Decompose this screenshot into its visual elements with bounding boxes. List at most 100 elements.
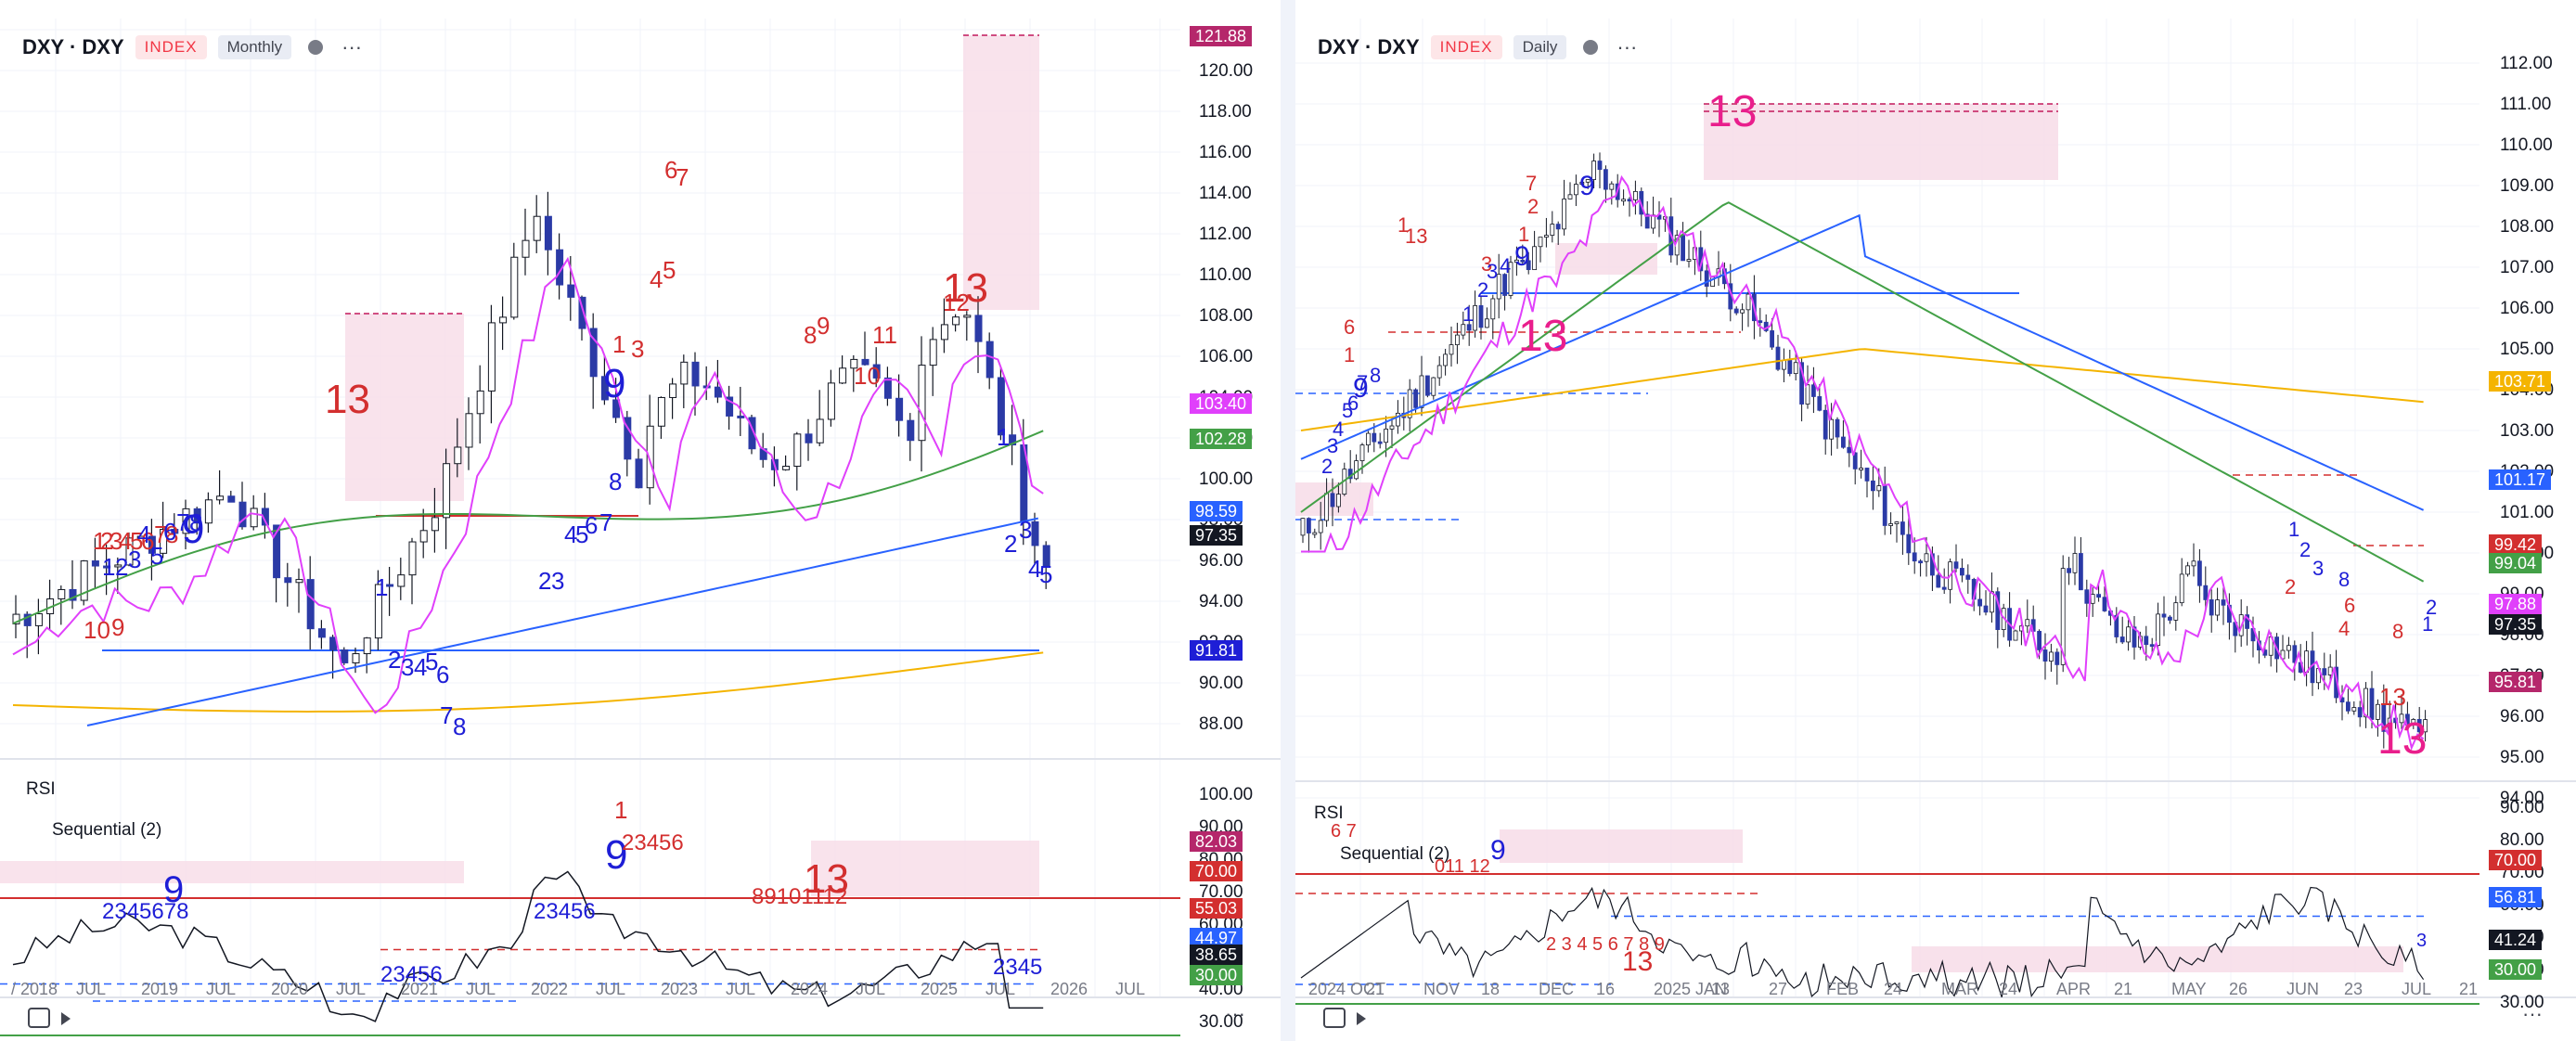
price-axis-label: 112.00	[1199, 225, 1252, 244]
timeline-more-icon[interactable]: ···	[1225, 1002, 1245, 1025]
td-setup-count: 10	[84, 616, 110, 644]
candle-body	[612, 399, 621, 418]
candle-body	[58, 588, 66, 599]
candle-body	[624, 417, 632, 460]
time-axis-label: 2021	[401, 980, 439, 998]
candle-body	[940, 324, 948, 341]
time-axis-label: JUL	[2402, 980, 2432, 998]
td-setup-count: 23456	[622, 830, 684, 855]
candle-body	[578, 296, 586, 329]
time-axis-label: 21	[2114, 980, 2133, 998]
td-setup-count: 6	[585, 511, 598, 539]
time-axis-label: APR	[2056, 980, 2092, 998]
time-axis-label: 13	[1711, 980, 1731, 998]
candle-body	[1543, 235, 1549, 238]
time-axis-label: 2023	[661, 980, 699, 998]
candle-body	[2376, 703, 2380, 720]
price-axis-label: 109.00	[2500, 176, 2555, 196]
candle-body	[2168, 616, 2172, 621]
candle-body	[522, 239, 530, 258]
candle-body	[160, 529, 168, 554]
candle-body	[1775, 346, 1781, 370]
time-axis-label: JUL	[1115, 980, 1146, 998]
td-setup-count: 13	[1405, 225, 1427, 248]
candle-body	[657, 396, 665, 427]
candle-body	[250, 508, 258, 528]
candle-body	[1009, 434, 1017, 446]
td-setup-count: 4	[1333, 418, 1344, 441]
candle-body	[1924, 553, 1929, 562]
ma-200-line	[12, 651, 1044, 713]
rsi-tag: 56.81	[2489, 887, 2543, 907]
rsi-zone-box	[811, 841, 1039, 896]
candle-body	[1871, 480, 1875, 492]
td-setup-count: 5	[130, 527, 143, 555]
calendar-icon[interactable]	[1323, 1008, 1346, 1028]
calendar-icon[interactable]	[28, 1008, 50, 1028]
candle-body	[216, 495, 225, 501]
more-options-icon[interactable]: ···	[341, 35, 363, 58]
replay-icon[interactable]	[1357, 1012, 1366, 1025]
candle-body	[691, 361, 700, 387]
candle-body	[2096, 594, 2101, 598]
candle-body	[1312, 532, 1318, 535]
candle-body	[714, 386, 722, 398]
candle-body	[1953, 561, 1959, 569]
candle-body	[2197, 560, 2202, 586]
interval-badge[interactable]: Monthly	[217, 35, 292, 59]
time-axis-label: MAY	[2171, 980, 2207, 998]
ma-200-line	[1300, 348, 2424, 431]
price-tag: 99.42	[2489, 534, 2543, 555]
td-setup-count: 6	[664, 156, 677, 184]
candle-body	[443, 463, 451, 519]
candle-body	[883, 377, 892, 399]
price-axis-label: 106.00	[1199, 347, 1254, 366]
td-setup-count: 4	[119, 527, 132, 555]
candle-body	[1597, 161, 1603, 171]
symbol-label[interactable]: DXY · DXY	[1318, 35, 1420, 58]
td-setup-count: 2	[115, 553, 128, 581]
chart-panel-monthly[interactable]: DXY · DXY INDEX Monthly ··· 13 13 9 9 1 2 3 4 5 6…	[0, 0, 1281, 1041]
candle-body	[2215, 599, 2220, 616]
timeline-more-icon[interactable]: ···	[2522, 1002, 2543, 1025]
more-options-icon[interactable]: ···	[1616, 35, 1638, 58]
time-axis-label: 2022	[531, 980, 569, 998]
td-setup-count: 3	[551, 567, 564, 595]
candle-body	[1770, 330, 1775, 348]
candle-body	[1704, 270, 1709, 287]
time-axis-label: JUL	[856, 980, 886, 998]
candle-body	[1882, 485, 1887, 526]
time-axis-label: JUL	[726, 980, 756, 998]
candle-body	[1508, 262, 1513, 296]
td-count-13: 13	[2377, 714, 2427, 764]
panel-divider[interactable]	[1281, 0, 1295, 1041]
td-setup-count: 2	[1004, 530, 1017, 558]
candle-body	[737, 415, 745, 418]
interval-badge[interactable]: Daily	[1513, 35, 1567, 59]
rsi-tag: 30.00	[2489, 959, 2543, 980]
symbol-label[interactable]: DXY · DXY	[22, 35, 124, 58]
td-setup-count: 7	[176, 508, 189, 536]
price-axis-label: 111.00	[2500, 95, 2552, 114]
candle-body	[386, 584, 394, 587]
td-setup-count: 3	[1481, 252, 1492, 276]
price-axis-label: 88.00	[1199, 714, 1243, 734]
td-setup-count: 7	[676, 163, 689, 191]
candle-body	[2013, 630, 2018, 641]
td-setup-count: 2	[2426, 596, 2437, 619]
candle-body	[1793, 362, 1798, 375]
candle-body	[1443, 353, 1449, 366]
td-setup-count: 6	[436, 661, 449, 688]
chart-panel-daily[interactable]: DXY · DXY INDEX Daily ··· 13 13 13 13 9 9 9 1 6 1…	[1295, 0, 2576, 1041]
candle-body	[2079, 553, 2083, 591]
replay-icon[interactable]	[61, 1012, 71, 1025]
td-count-13: 13	[1622, 946, 1653, 977]
candle-body	[374, 584, 382, 639]
candle-body	[1805, 384, 1810, 405]
td-count-13: 13	[804, 856, 849, 902]
candle-body	[1936, 574, 1941, 588]
price-axis-label: 90.00	[1199, 674, 1243, 693]
td-count-9: 9	[605, 832, 627, 878]
